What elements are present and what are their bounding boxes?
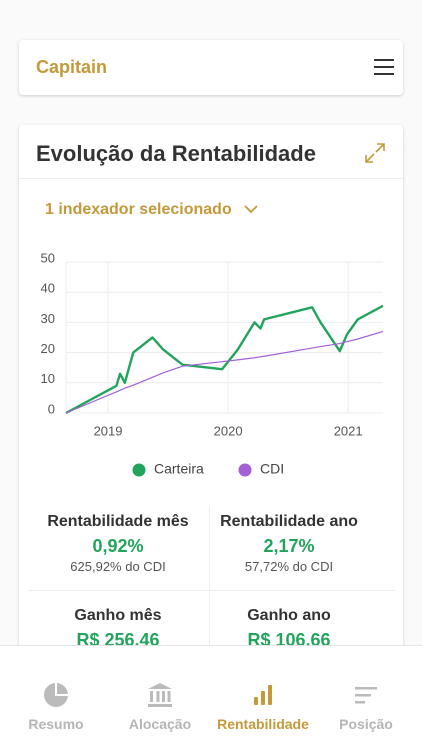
nav-icon [355, 687, 377, 704]
chart: 0 10 20 30 40 50 2019 2020 2021 Carteira CDI [41, 250, 384, 477]
stat-sub: 625,92% do CDI [70, 559, 166, 574]
expand-button[interactable] [364, 142, 386, 164]
nav-label[interactable]: Alocação [128, 716, 192, 732]
bottom-nav: Resumo Alocação Rentabilidade Posição [0, 645, 422, 750]
y-tick-label: 40 [41, 281, 55, 296]
divider [19, 178, 403, 179]
x-tick-label: 2019 [94, 423, 123, 438]
legend-label: Carteira [154, 461, 204, 477]
chevron-icon [244, 205, 258, 214]
y-tick-label: 10 [41, 371, 55, 386]
header-bar: Capitain [19, 40, 403, 95]
card-title: Evolução da Rentabilidade [36, 141, 316, 166]
menu-button[interactable] [373, 57, 395, 77]
nav-icon [254, 685, 272, 705]
nav-item[interactable]: Alocação [108, 646, 212, 750]
nav-label[interactable]: Posição [339, 716, 393, 732]
stats-divider [209, 505, 210, 645]
stat-label: Ganho ano [247, 607, 331, 624]
y-tick-label: 20 [41, 341, 55, 356]
legend-swatch [132, 463, 146, 477]
stat-label: Ganho mês [74, 607, 162, 624]
x-tick-label: 2020 [214, 423, 243, 438]
stat-label: Rentabilidade ano [220, 513, 358, 530]
stat-value: 0,92% [92, 536, 144, 556]
stat-value: 2,17% [263, 536, 315, 556]
line-series [65, 330, 384, 414]
line-series [65, 304, 384, 415]
y-tick-label: 30 [41, 311, 55, 326]
nav-label[interactable]: Resumo [28, 716, 84, 732]
legend-swatch [238, 463, 252, 477]
nav-item[interactable]: Resumo [4, 646, 108, 750]
nav-item[interactable]: Posição [314, 646, 418, 750]
legend-label: CDI [260, 461, 284, 477]
stat-sub: 57,72% do CDI [244, 559, 334, 574]
selector-label[interactable]: 1 indexador selecionado [45, 201, 232, 218]
nav-icon [148, 683, 172, 707]
x-tick-label: 2021 [334, 423, 363, 438]
nav-item[interactable]: Rentabilidade [211, 646, 315, 750]
y-tick-label: 50 [41, 250, 55, 265]
nav-label[interactable]: Rentabilidade [217, 716, 309, 732]
nav-icon [44, 683, 68, 707]
app-title: Capitain [36, 57, 108, 77]
stat-label: Rentabilidade mês [47, 513, 189, 530]
y-tick-label: 0 [48, 401, 55, 416]
stats-divider [28, 590, 395, 591]
indexer-selector[interactable]: 1 indexador selecionado [45, 201, 258, 219]
